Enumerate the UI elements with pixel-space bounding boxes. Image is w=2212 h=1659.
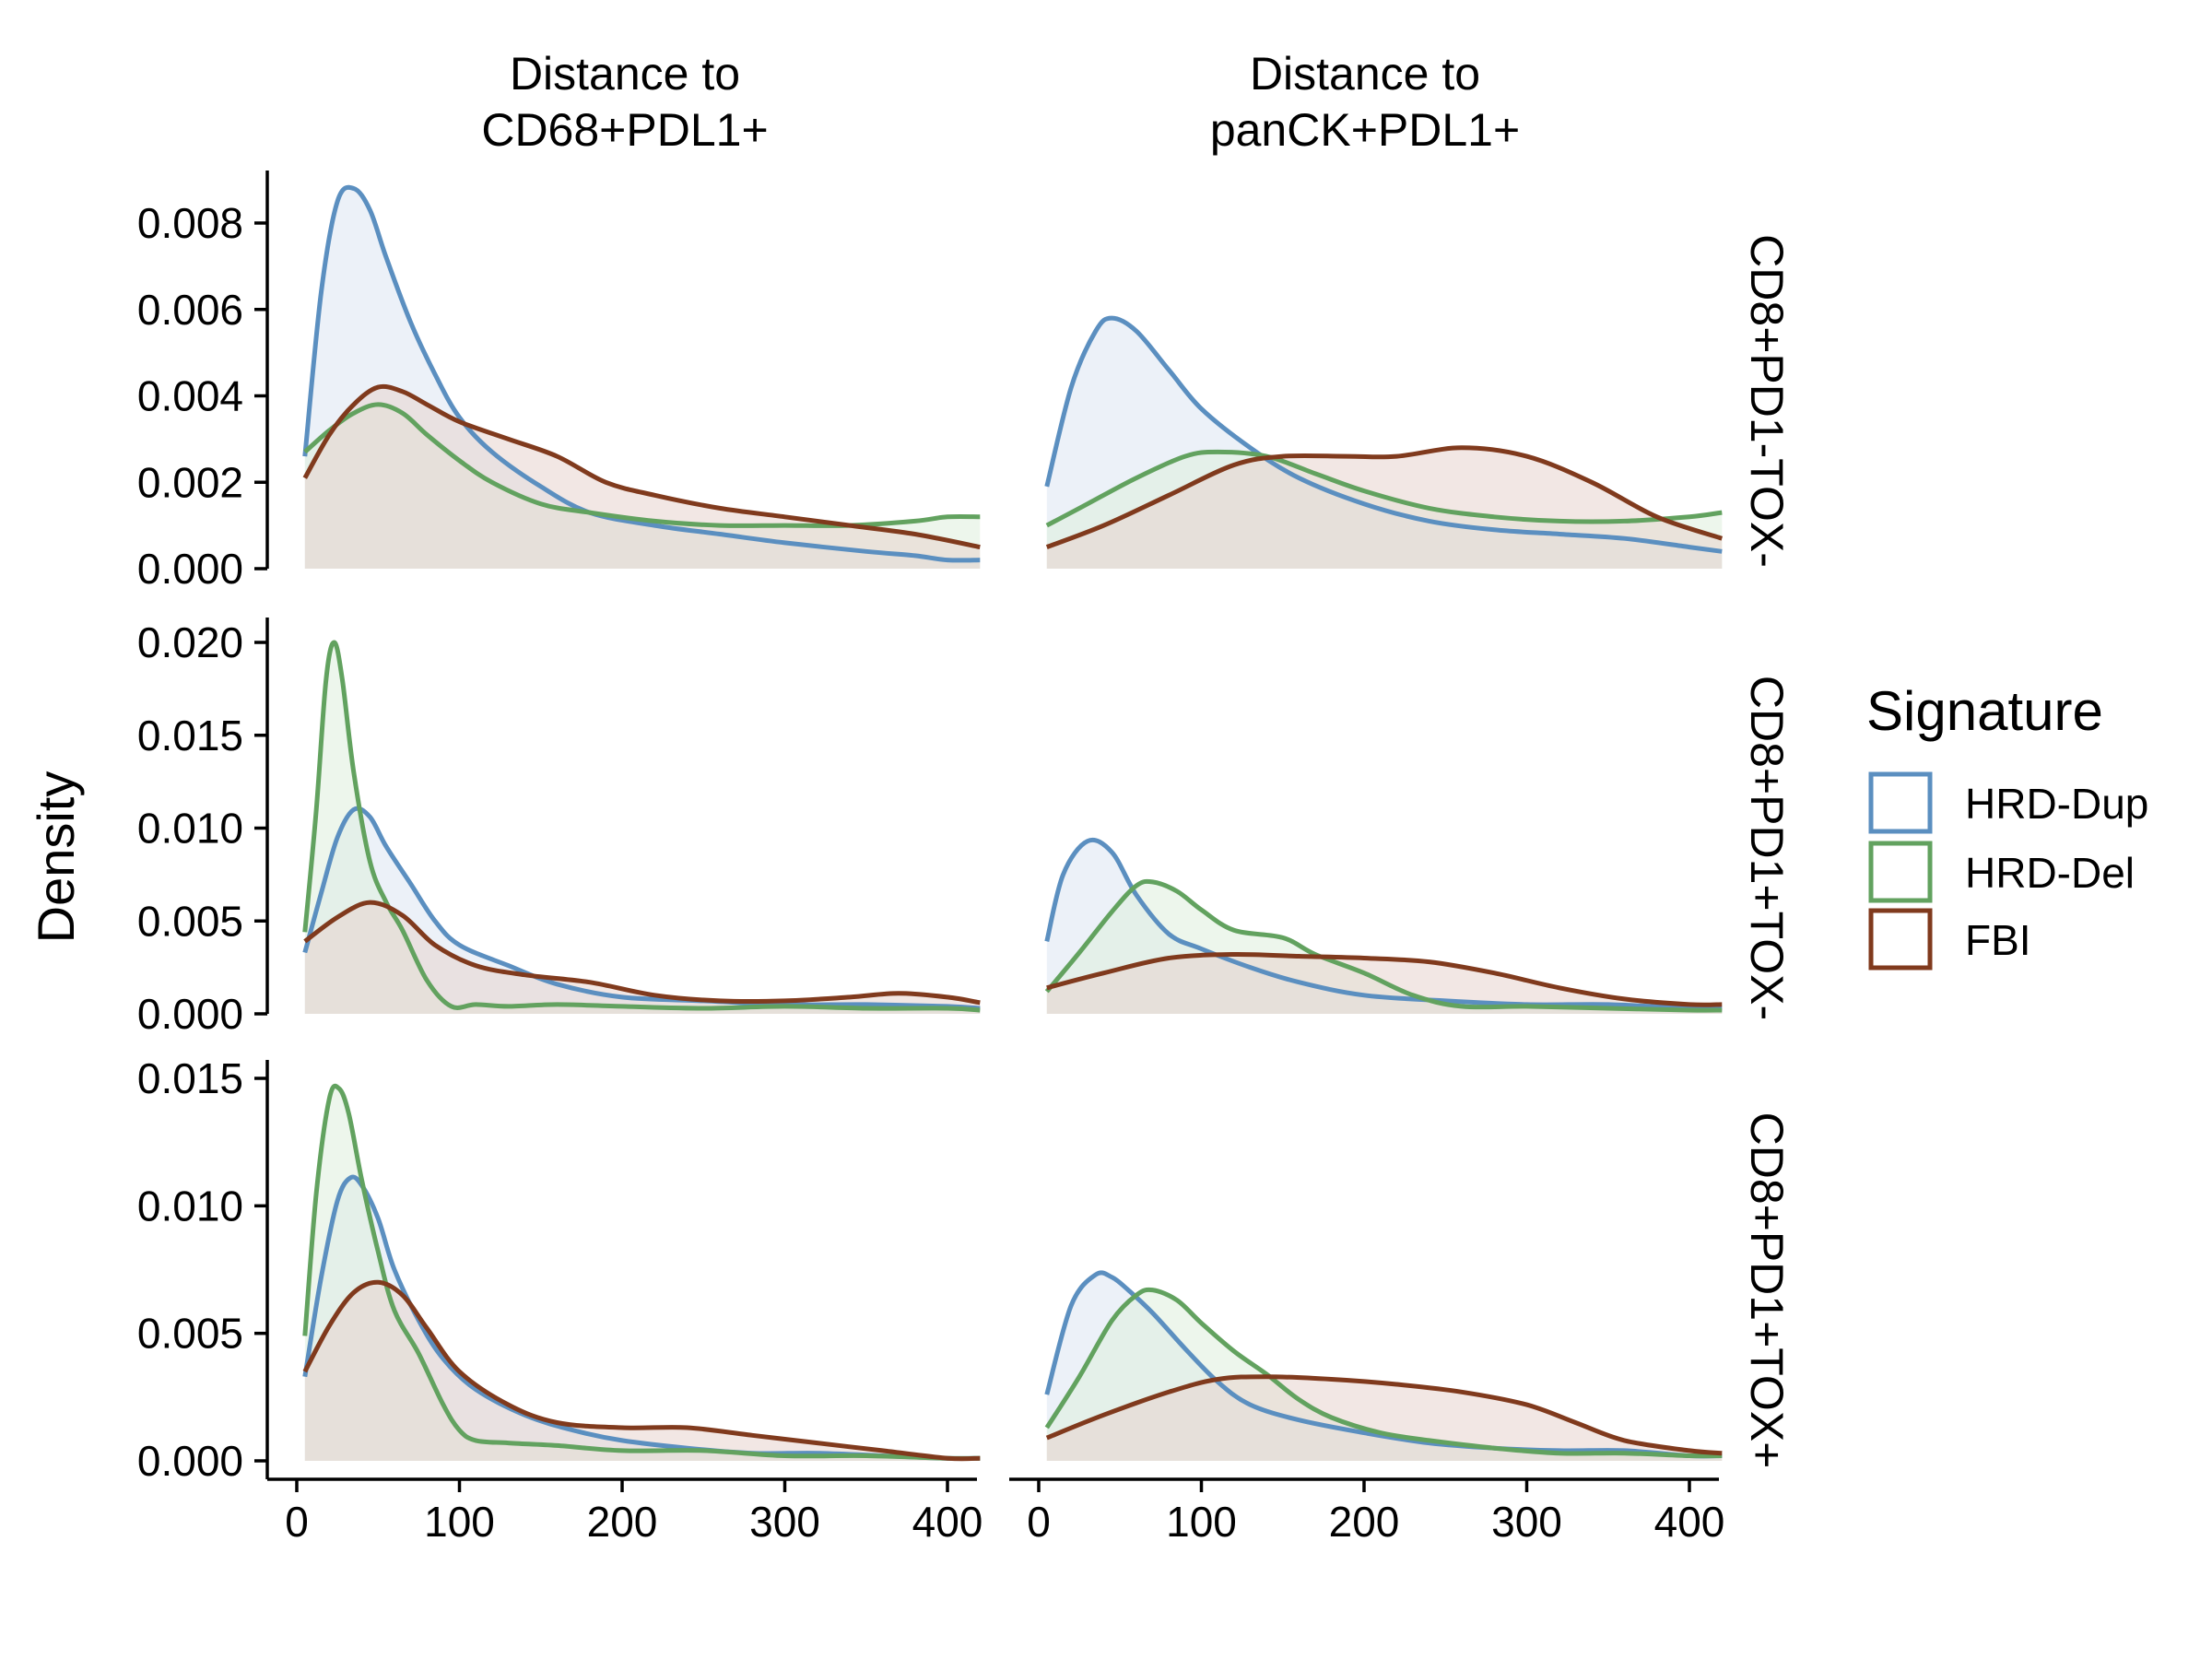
density-line-hrd-del-r1-c1 <box>1044 878 1723 1013</box>
y-tick-label-r2-1: 0.005 <box>137 1310 243 1358</box>
density-line-hrd-del-r2-c1 <box>1044 1287 1723 1459</box>
x-tick-label-c0-2: 200 <box>587 1498 658 1546</box>
density-fill-fbi-r2-c1 <box>1046 1376 1723 1461</box>
legend-title: Signature <box>1866 680 2103 742</box>
density-line-hrd-dup-r1-c1 <box>1044 837 1723 1011</box>
y-axis-title: Density <box>27 771 85 944</box>
density-line-fbi-r2-c0 <box>302 1279 981 1462</box>
legend-key-hrd-del <box>1868 841 1933 903</box>
x-tick-label-c1-4: 400 <box>1654 1498 1725 1546</box>
panel-r0-c0 <box>302 184 981 569</box>
legend-label-fbi: FBI <box>1965 916 2031 964</box>
density-line-hrd-dup-r2-c0 <box>302 1174 981 1461</box>
x-tick-label-c0-0: 0 <box>285 1498 309 1546</box>
legend-label-hrd-dup: HRD-Dup <box>1965 780 2148 828</box>
row-label-pd1pos-toxpos: CD8+PD1+TOX+ <box>1741 1112 1793 1469</box>
column-title-panck-line1: Distance to <box>1250 48 1480 100</box>
y-tick-label-r2-3: 0.015 <box>137 1054 243 1102</box>
axes-layer: 0.000 0.002 0.004 0.006 0.008 0.000 0.005 0.010… <box>137 171 1725 1546</box>
density-line-hrd-del-r0-c1 <box>1045 449 1723 528</box>
y-tick-label-r1-1: 0.005 <box>137 897 243 945</box>
density-line-hrd-dup-r2-c1 <box>1044 1270 1723 1459</box>
density-fill-fbi-r1-c0 <box>304 902 981 1014</box>
density-line-hrd-del-r1-c0 <box>302 640 981 1013</box>
density-line-fbi-r2-c1 <box>1045 1374 1723 1456</box>
legend-item-fbi: FBI <box>1868 908 2031 971</box>
column-title-cd68-line2: CD68+PDL1+ <box>481 104 768 156</box>
density-line-hrd-dup-r1-c0 <box>302 806 981 1011</box>
y-tick-label-r0-1: 0.002 <box>137 458 243 506</box>
density-line-hrd-del-r0-c0 <box>303 402 981 528</box>
density-line-fbi-r0-c1 <box>1045 445 1724 549</box>
legend-key-hrd-dup <box>1868 771 1933 834</box>
x-tick-label-c0-3: 300 <box>749 1498 820 1546</box>
legend-key-fbi <box>1868 908 1933 971</box>
labels-layer: Distance to CD68+PDL1+ Distance to panCK… <box>27 48 1793 1468</box>
y-tick-label-r0-3: 0.006 <box>137 286 243 334</box>
panels-layer <box>302 184 1724 1462</box>
density-line-hrd-del-r2-c0 <box>302 1083 981 1461</box>
density-line-fbi-r1-c1 <box>1046 951 1723 1007</box>
x-tick-label-c0-4: 400 <box>912 1498 983 1546</box>
y-tick-label-r1-0: 0.000 <box>137 990 243 1038</box>
legend-label-hrd-del: HRD-Del <box>1965 849 2135 897</box>
row-label-pd1neg-toxneg: CD8+PD1-TOX- <box>1741 234 1793 568</box>
x-tick-label-c1-1: 100 <box>1166 1498 1237 1546</box>
x-tick-label-c1-0: 0 <box>1027 1498 1051 1546</box>
panel-r0-c1 <box>1044 315 1724 569</box>
y-tick-label-r0-0: 0.000 <box>137 545 243 593</box>
y-tick-label-r1-2: 0.010 <box>137 805 243 853</box>
panel-r2-c0 <box>302 1083 981 1462</box>
density-fill-fbi-r2-c0 <box>304 1282 981 1461</box>
x-tick-label-c0-1: 100 <box>424 1498 495 1546</box>
panel-r1-c1 <box>1044 837 1723 1014</box>
column-title-cd68-line1: Distance to <box>510 48 740 100</box>
legend-item-hrd-dup: HRD-Dup <box>1868 771 2148 834</box>
y-tick-label-r0-4: 0.008 <box>137 199 243 247</box>
density-line-hrd-dup-r0-c1 <box>1044 315 1723 554</box>
row-label-pd1pos-toxneg: CD8+PD1+TOX- <box>1741 676 1793 1020</box>
legend-item-hrd-del: HRD-Del <box>1868 841 2135 903</box>
density-line-fbi-r1-c0 <box>303 900 981 1006</box>
column-title-panck-line2: panCK+PDL1+ <box>1210 104 1520 156</box>
y-tick-label-r2-2: 0.010 <box>137 1182 243 1230</box>
panel-r1-c0 <box>302 640 981 1014</box>
density-line-hrd-dup-r0-c0 <box>302 184 981 563</box>
x-tick-label-c1-3: 300 <box>1491 1498 1562 1546</box>
y-tick-label-r2-0: 0.000 <box>137 1437 243 1485</box>
panel-r2-c1 <box>1044 1270 1723 1461</box>
x-tick-label-c1-2: 200 <box>1329 1498 1400 1546</box>
density-line-fbi-r0-c0 <box>302 383 981 550</box>
y-tick-label-r0-2: 0.004 <box>137 372 243 420</box>
y-tick-label-r1-3: 0.015 <box>137 712 243 759</box>
y-tick-label-r1-4: 0.020 <box>137 618 243 666</box>
legend: Signature HRD-Dup HRD-Del FBI <box>1866 680 2148 971</box>
